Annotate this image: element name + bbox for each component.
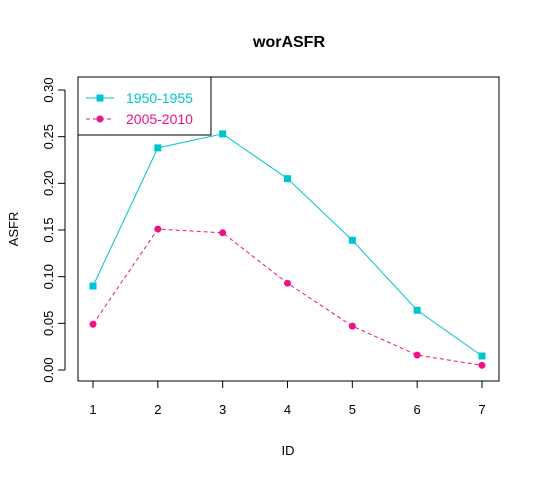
data-point-square	[478, 352, 486, 360]
data-point-circle	[413, 351, 421, 359]
legend: 1950-1955 2005-2010	[77, 76, 212, 136]
y-tick-label: 0.20	[41, 171, 56, 196]
legend-item: 1950-1955	[86, 90, 193, 106]
y-axis: 0.00 0.05 0.10 0.15 0.20 0.25 0.30	[41, 77, 66, 383]
legend-marker-circle	[96, 115, 104, 123]
x-tick-label: 5	[349, 402, 356, 417]
data-point-circle	[284, 279, 291, 287]
series-2005-2010	[89, 225, 486, 369]
y-tick-label: 0.30	[41, 77, 56, 102]
legend-marker-square	[96, 94, 104, 102]
data-point-circle	[478, 361, 486, 369]
legend-label: 1950-1955	[126, 90, 193, 106]
x-axis-title: ID	[282, 443, 295, 458]
chart-title: worASFR	[252, 34, 325, 51]
data-point-square	[219, 130, 227, 138]
series-1950-1955	[89, 130, 486, 360]
data-point-square	[154, 144, 162, 152]
y-tick-label: 0.10	[41, 264, 56, 289]
x-tick-label: 7	[478, 402, 485, 417]
y-tick-label: 0.05	[41, 311, 56, 336]
series-line	[92, 228, 483, 366]
data-point-circle	[154, 225, 162, 233]
data-point-square	[284, 175, 291, 183]
x-axis: 1 2 3 4 5 6 7	[89, 380, 486, 417]
legend-item: 2005-2010	[86, 111, 193, 127]
y-tick-label: 0.00	[41, 357, 56, 382]
x-tick-label: 2	[154, 402, 161, 417]
series-line	[92, 133, 483, 357]
data-point-square	[348, 236, 356, 244]
data-point-circle	[219, 229, 227, 237]
data-point-circle	[348, 322, 356, 330]
legend-box	[77, 76, 212, 136]
x-tick-label: 4	[284, 402, 291, 417]
data-point-square	[89, 282, 97, 290]
x-tick-label: 6	[414, 402, 421, 417]
series-layer	[89, 130, 486, 369]
y-tick-label: 0.15	[41, 217, 56, 242]
x-tick-label: 1	[89, 402, 96, 417]
data-point-circle	[89, 320, 97, 328]
data-point-square	[413, 306, 421, 314]
legend-label: 2005-2010	[126, 111, 193, 127]
y-axis-title: ASFR	[6, 212, 21, 247]
x-tick-label: 3	[219, 402, 226, 417]
y-tick-label: 0.25	[41, 124, 56, 149]
